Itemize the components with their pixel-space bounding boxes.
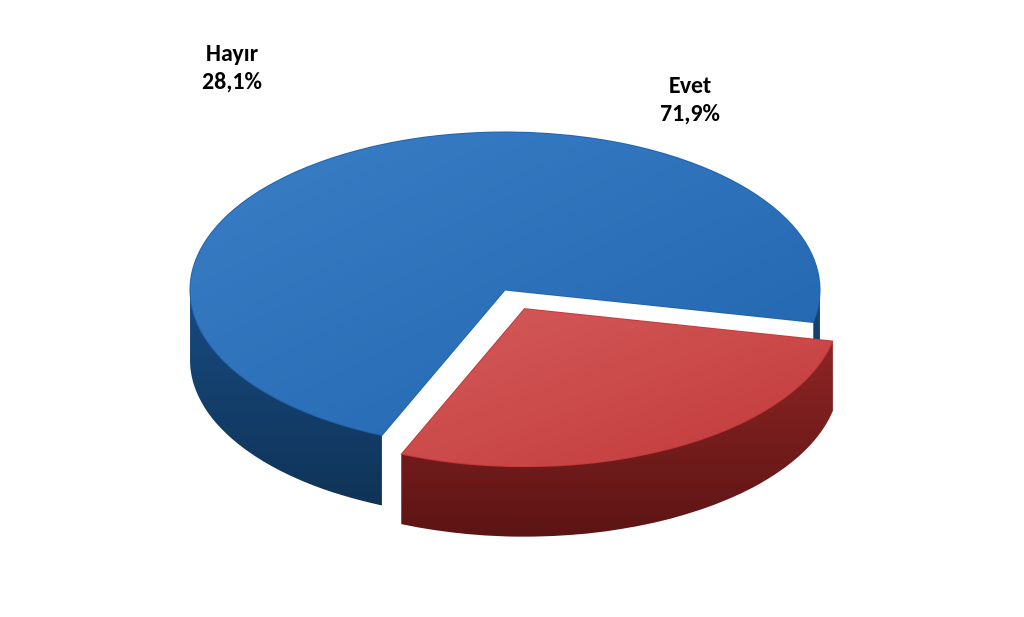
pie-chart: Evet 71,9% Hayır 28,1% — [0, 0, 1024, 617]
slice-label-evet: Evet 71,9% — [660, 72, 720, 127]
slice-name-hayir: Hayır — [202, 40, 262, 68]
slice-name-evet: Evet — [660, 72, 720, 100]
slice-value-evet: 71,9% — [660, 100, 720, 128]
pie-chart-svg — [0, 0, 1024, 617]
slice-label-hayir: Hayır 28,1% — [202, 40, 262, 95]
slice-value-hayir: 28,1% — [202, 68, 262, 96]
